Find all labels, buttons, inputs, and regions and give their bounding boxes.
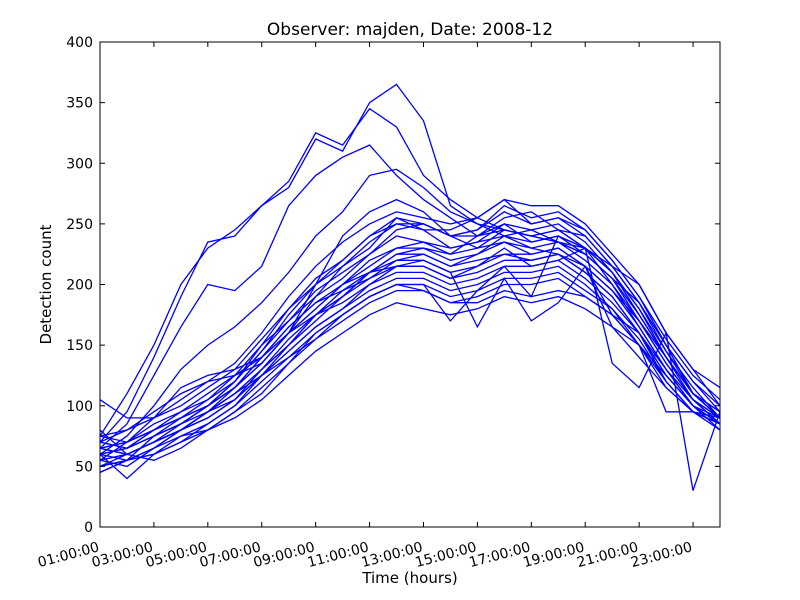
series-line-23	[99, 229, 721, 461]
series-line-27	[99, 295, 721, 468]
y-tick-label: 100	[66, 399, 93, 415]
series-line-19	[99, 235, 721, 461]
chart-title: Observer: majden, Date: 2008-12	[267, 20, 553, 40]
series-line-10	[99, 235, 721, 461]
series-lines	[99, 83, 721, 491]
series-line-1	[99, 83, 721, 437]
x-axis-label: Time (hours)	[361, 569, 457, 587]
series-line-26	[99, 198, 721, 419]
series-line-24	[99, 211, 721, 449]
series-line-25	[99, 204, 721, 437]
y-tick-label: 0	[84, 520, 93, 536]
y-axis: 0 50 100 150 200 250 300 350 400	[66, 35, 720, 536]
series-line-12	[99, 247, 721, 473]
series-line-22	[99, 235, 721, 449]
y-tick-label: 250	[66, 217, 93, 233]
series-line-8	[99, 217, 721, 467]
y-tick-label: 150	[66, 338, 93, 354]
y-tick-label: 400	[66, 35, 93, 51]
y-tick-label: 350	[66, 96, 93, 112]
series-line-28	[99, 283, 721, 455]
x-tick-label: 23:00:00	[629, 539, 694, 571]
y-axis-label: Detection count	[37, 224, 55, 344]
series-line-21	[99, 247, 721, 491]
y-tick-label: 50	[75, 459, 93, 475]
series-line-2	[99, 107, 721, 443]
series-line-4	[99, 168, 721, 455]
y-tick-label: 200	[66, 278, 93, 294]
x-axis: 01:00:0003:00:0005:00:0007:00:0009:00:00…	[36, 42, 694, 571]
series-line-20	[99, 259, 721, 462]
y-tick-label: 300	[66, 156, 93, 172]
series-line-18	[99, 253, 721, 456]
